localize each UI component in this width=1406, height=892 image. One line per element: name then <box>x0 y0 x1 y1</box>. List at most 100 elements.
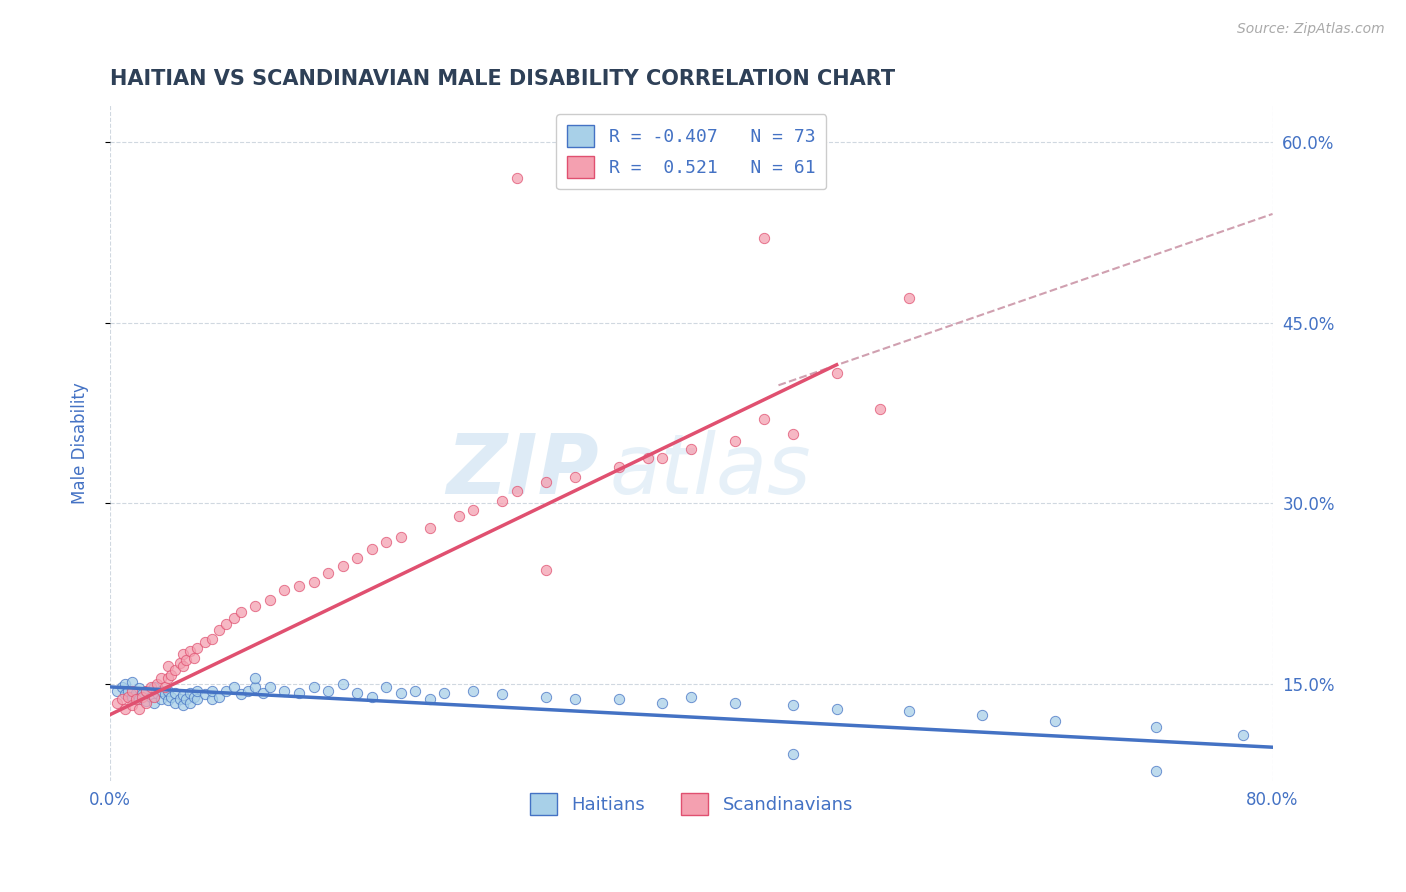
Point <box>245 599 267 613</box>
Point <box>898 292 921 306</box>
Point <box>142 680 165 694</box>
Point <box>121 683 143 698</box>
Point <box>236 683 259 698</box>
Point <box>155 680 177 694</box>
Point <box>179 686 201 700</box>
Point <box>165 686 187 700</box>
Text: HAITIAN VS SCANDINAVIAN MALE DISABILITY CORRELATION CHART: HAITIAN VS SCANDINAVIAN MALE DISABILITY … <box>110 69 896 88</box>
Point <box>506 170 529 185</box>
Point <box>160 690 183 704</box>
Point <box>201 692 224 706</box>
Point <box>128 701 150 715</box>
Point <box>346 550 368 565</box>
Point <box>165 663 187 677</box>
Point <box>389 530 412 544</box>
Point <box>564 692 586 706</box>
Point <box>245 672 267 686</box>
Point <box>157 693 180 707</box>
Point <box>125 692 148 706</box>
Point <box>534 475 557 489</box>
Point <box>534 563 557 577</box>
Point <box>128 681 150 695</box>
Point <box>970 707 993 722</box>
Point <box>179 643 201 657</box>
Point <box>117 683 139 698</box>
Point <box>201 683 224 698</box>
Point <box>157 659 180 673</box>
Point <box>651 450 673 465</box>
Point <box>145 677 167 691</box>
Point <box>252 686 274 700</box>
Point <box>245 680 267 694</box>
Point <box>135 683 157 698</box>
Point <box>208 690 231 704</box>
Point <box>157 672 180 686</box>
Point <box>607 692 630 706</box>
Point <box>222 611 245 625</box>
Point <box>193 687 215 701</box>
Point <box>259 593 281 607</box>
Point <box>183 651 205 665</box>
Point <box>332 559 354 574</box>
Point <box>193 635 215 649</box>
Point <box>898 704 921 718</box>
Point <box>172 689 194 703</box>
Point <box>208 623 231 637</box>
Point <box>172 698 194 712</box>
Point <box>360 542 382 557</box>
Point <box>114 677 136 691</box>
Point <box>447 508 470 523</box>
Y-axis label: Male Disability: Male Disability <box>72 383 89 504</box>
Point <box>229 605 252 619</box>
Point <box>215 683 238 698</box>
Point <box>135 696 157 710</box>
Point <box>419 692 441 706</box>
Point <box>463 502 485 516</box>
Point <box>1043 714 1066 728</box>
Point <box>651 696 673 710</box>
Point <box>105 683 128 698</box>
Point <box>389 686 412 700</box>
Point <box>332 677 354 691</box>
Point <box>222 680 245 694</box>
Point <box>1144 764 1167 779</box>
Point <box>139 690 162 704</box>
Point <box>125 686 148 700</box>
Point <box>607 460 630 475</box>
Point <box>174 653 197 667</box>
Point <box>121 690 143 704</box>
Point <box>375 680 398 694</box>
Point <box>724 696 747 710</box>
Point <box>142 696 165 710</box>
Point <box>229 687 252 701</box>
Text: ZIP: ZIP <box>446 430 599 511</box>
Point <box>288 578 311 592</box>
Legend: Haitians, Scandinavians: Haitians, Scandinavians <box>523 786 860 822</box>
Point <box>463 683 485 698</box>
Point <box>316 566 339 581</box>
Point <box>869 402 891 417</box>
Point <box>149 672 172 686</box>
Text: atlas: atlas <box>610 430 811 511</box>
Point <box>782 698 804 712</box>
Point <box>135 683 157 698</box>
Point <box>564 470 586 484</box>
Point <box>111 680 134 694</box>
Point <box>131 690 153 704</box>
Point <box>637 450 659 465</box>
Point <box>169 692 191 706</box>
Point <box>149 683 172 698</box>
Point <box>404 683 426 698</box>
Point <box>302 680 325 694</box>
Point <box>782 747 804 762</box>
Point <box>491 494 513 508</box>
Point <box>179 696 201 710</box>
Point <box>131 687 153 701</box>
Point <box>1144 720 1167 734</box>
Point <box>172 659 194 673</box>
Point <box>135 694 157 708</box>
Point <box>155 687 177 701</box>
Point <box>346 686 368 700</box>
Point <box>782 426 804 441</box>
Point <box>169 656 191 670</box>
